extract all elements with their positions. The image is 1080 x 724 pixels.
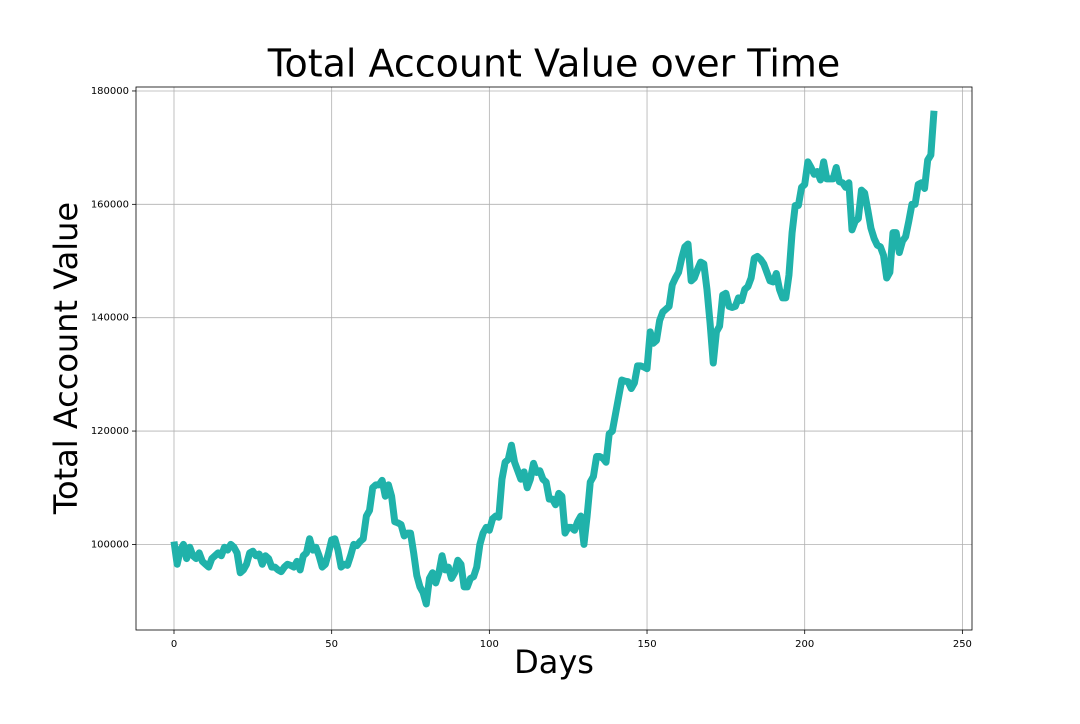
data-line <box>170 110 938 608</box>
y-tick-label: 100000 <box>91 539 129 550</box>
x-tick-label: 0 <box>171 639 177 650</box>
x-tick-label: 100 <box>480 639 499 650</box>
x-tick-label: 150 <box>637 639 656 650</box>
x-axis-label: Days <box>514 643 594 681</box>
x-tick-label: 200 <box>795 639 814 650</box>
y-axis-label: Total Account Value <box>47 202 85 515</box>
y-tick-label: 180000 <box>91 86 129 97</box>
y-tick-label: 120000 <box>91 426 129 437</box>
chart-title: Total Account Value over Time <box>267 42 841 86</box>
plot-frame <box>135 86 973 631</box>
x-tick-label: 250 <box>953 639 972 650</box>
x-tick-label: 50 <box>325 639 338 650</box>
y-tick-label: 140000 <box>91 313 129 324</box>
y-tick-label: 160000 <box>91 199 129 210</box>
